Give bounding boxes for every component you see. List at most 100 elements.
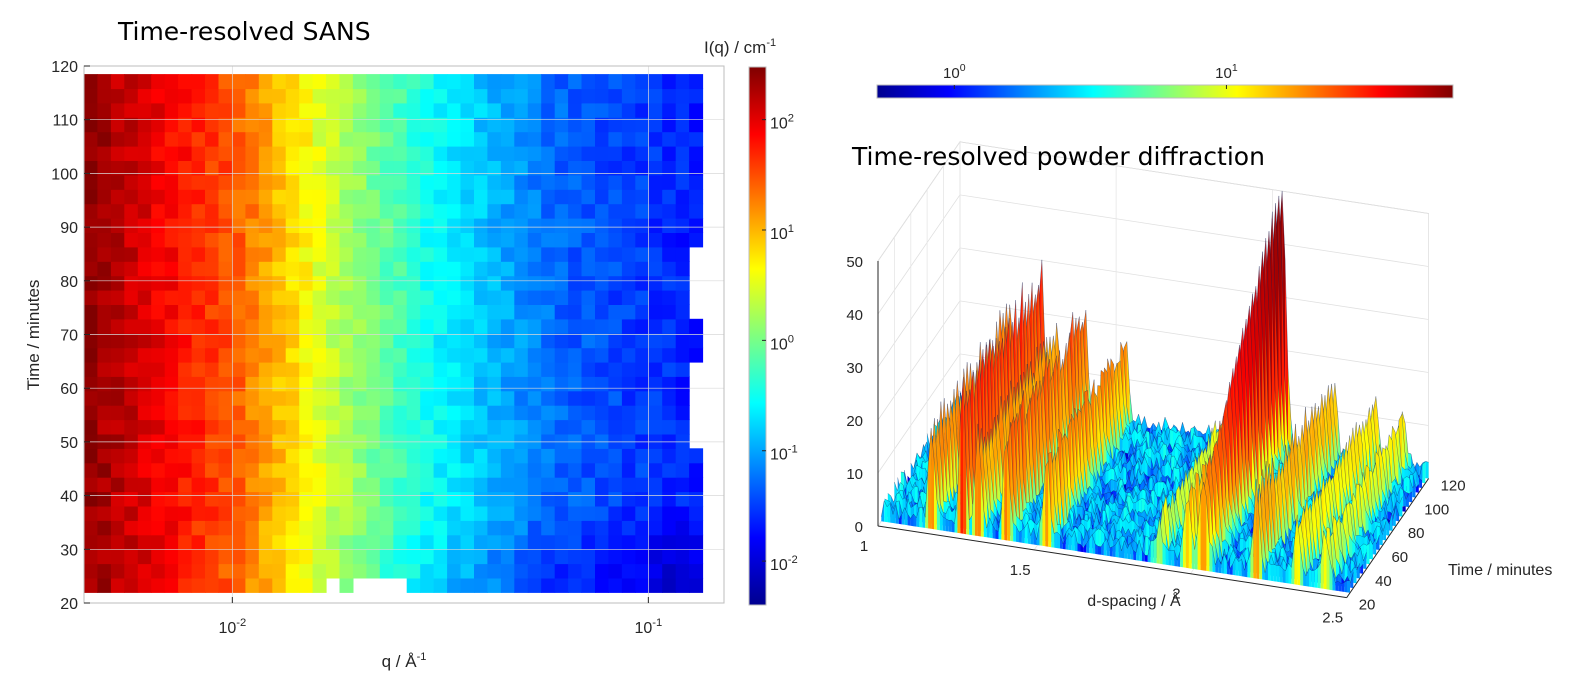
sans-heatmap-cell [326,462,340,478]
sans-heatmap-cell [231,347,246,363]
sans-heatmap-cell [675,290,690,305]
sans-heatmap-cell [621,203,636,219]
sans-heatmap-cell [500,333,515,349]
sans-heatmap-cell [393,275,408,291]
sans-heatmap-cell [379,318,394,334]
sans-heatmap-cell [675,361,690,377]
sans-heatmap-cell [514,462,529,478]
sans-heatmap-cell [406,376,421,392]
sans-heatmap-cell [366,232,381,248]
sans-heatmap-cell [151,246,166,262]
sans-heatmap-cell [312,534,327,550]
sans-heatmap-cell [689,563,704,579]
sans-heatmap-cell [460,361,475,377]
sans-heatmap-cell [514,563,529,579]
sans-heatmap-cell [272,146,287,161]
sans-heatmap-cell [608,376,623,392]
sans-heatmap-cell [245,318,260,334]
sans-y-tick-label: 90 [60,220,78,237]
sans-heatmap-cell [447,477,462,493]
sans-heatmap-cell [420,376,435,392]
diffraction-surface-patch [950,487,953,512]
diffraction-surface-patch [1402,506,1406,512]
sans-heatmap-cell [164,131,179,147]
sans-heatmap-cell [568,577,583,593]
sans-heatmap-cell [460,232,475,248]
sans-heatmap-cell [433,174,448,190]
sans-heatmap-cell [474,376,488,392]
sans-heatmap-cell [393,390,408,406]
sans-heatmap-cell [474,419,488,435]
sans-heatmap-cell [245,347,260,363]
sans-heatmap-cell [110,304,125,320]
sans-heatmap-cell [635,290,650,305]
sans-heatmap-cell [272,275,287,291]
sans-heatmap-cell [393,563,408,579]
sans-heatmap-cell [124,491,139,507]
sans-heatmap-cell [487,275,502,291]
diffraction-surface-patch [1144,456,1148,478]
sans-heatmap-cell [285,304,300,320]
sans-heatmap-cell [164,218,179,233]
sans-heatmap-cell [514,505,529,521]
diffraction-surface-patch [1373,538,1377,555]
sans-heatmap-cell [662,304,677,320]
sans-heatmap-cell [258,102,273,118]
sans-heatmap-cell [366,88,381,104]
sans-heatmap-cell [662,448,677,464]
sans-heatmap-cell [608,491,623,507]
sans-heatmap-cell [124,477,139,493]
sans-heatmap-cell [164,304,179,320]
sans-heatmap-cell [460,491,475,507]
sans-heatmap-cell [487,290,502,305]
sans-heatmap-cell [595,549,609,565]
sans-heatmap-cell [514,361,529,377]
sans-heatmap-cell [352,304,367,320]
sans-heatmap-cell [124,146,139,161]
sans-heatmap-cell [178,376,193,392]
sans-heatmap-cell [447,160,462,176]
sans-heatmap-cell [527,361,542,377]
sans-heatmap-cell [151,232,166,248]
sans-heatmap-cell [110,290,125,305]
sans-heatmap-cell [595,275,609,291]
diffraction-surface [881,191,1429,593]
sans-heatmap-cell [648,361,663,377]
diffraction-surface-patch [1334,421,1338,470]
sans-heatmap-cell [514,347,529,363]
sans-heatmap-cell [500,189,515,205]
sans-heatmap-cell [648,102,663,118]
sans-heatmap-cell [299,232,314,248]
sans-heatmap-cell [339,462,354,478]
sans-heatmap-cell [312,347,327,363]
sans-heatmap-cell [84,131,98,147]
sans-heatmap-cell [433,520,448,536]
sans-heatmap-cell [527,577,542,593]
sans-heatmap-cell [474,347,488,363]
sans-heatmap-cell [648,491,663,507]
sans-heatmap-cell [527,534,542,550]
sans-heatmap-cell [151,146,166,161]
sans-heatmap-cell [379,433,394,449]
sans-heatmap-cell [420,520,435,536]
sans-heatmap-cell [379,347,394,363]
sans-heatmap-cell [447,261,462,277]
sans-heatmap-cell [487,520,502,536]
sans-heatmap-cell [205,390,219,406]
sans-heatmap-cell [272,160,287,176]
sans-heatmap-cell [84,304,98,320]
sans-heatmap-cell [164,505,179,521]
sans-heatmap-cell [299,88,314,104]
sans-heatmap-cell [460,433,475,449]
sans-heatmap-cell [312,549,327,565]
sans-heatmap-cell [218,218,233,233]
sans-heatmap-cell [110,563,125,579]
sans-heatmap-cell [97,491,112,507]
sans-heatmap-cell [608,505,623,521]
sans-heatmap-cell [635,102,650,118]
sans-heatmap-cell [164,203,179,219]
diffraction-surface-patch [1288,368,1291,458]
sans-heatmap-cell [675,275,690,291]
sans-heatmap-cell [366,347,381,363]
sans-heatmap-cell [621,189,636,205]
